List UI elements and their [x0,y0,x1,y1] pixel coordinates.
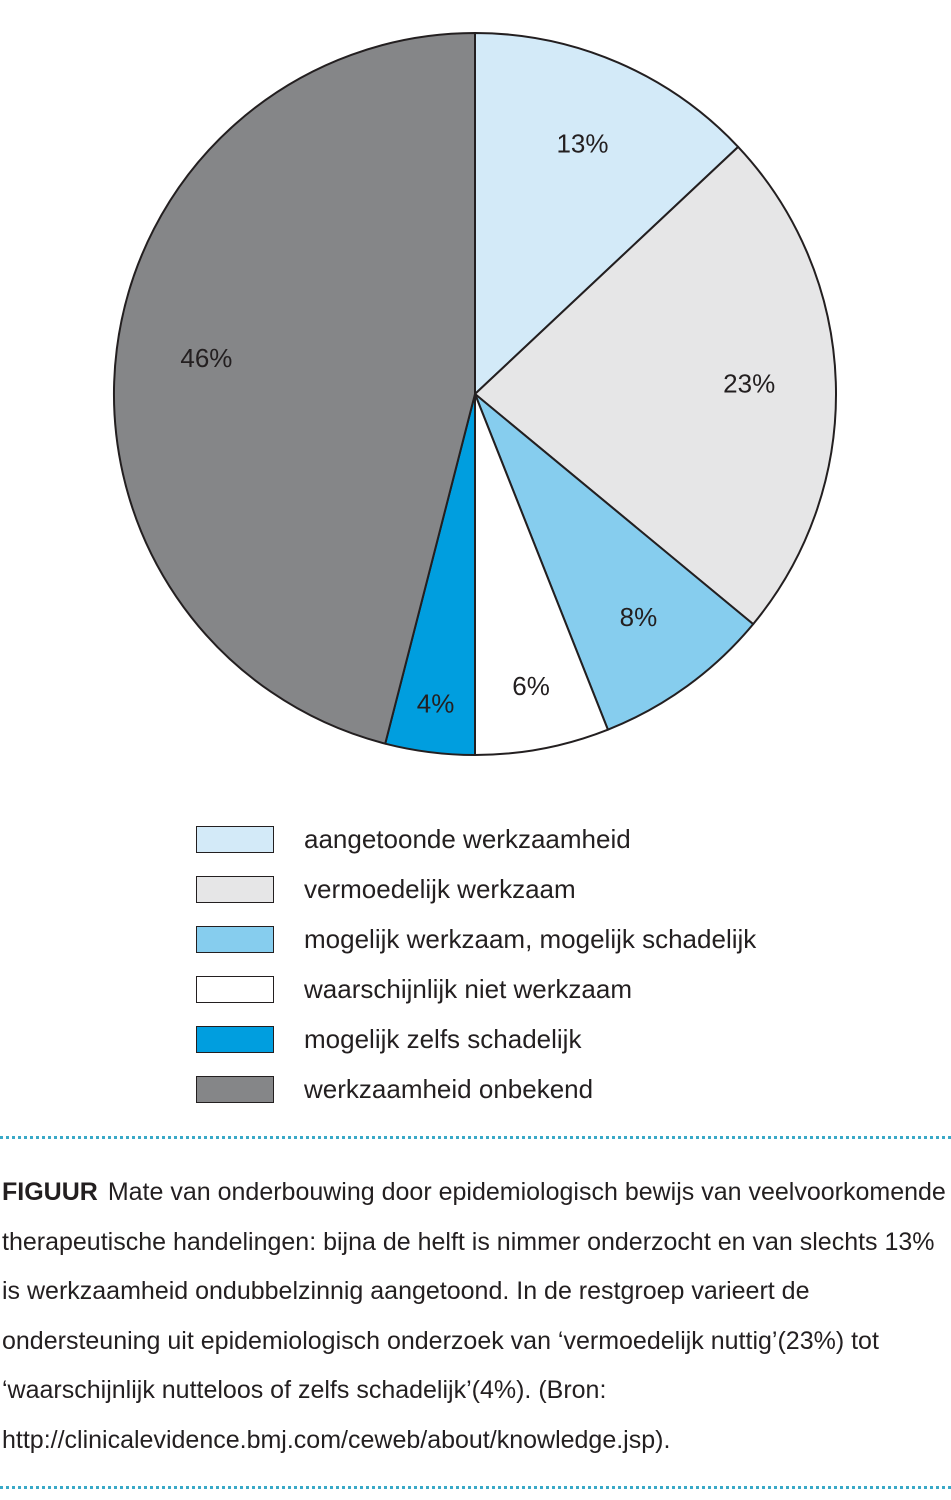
pie-slice-6 [112,32,476,745]
pie-slice-2 [474,145,837,626]
legend-item: mogelijk zelfs schadelijk [196,1014,756,1064]
legend-swatch [196,825,274,853]
top-divider [0,1136,951,1139]
pie-slice-3 [474,393,755,731]
caption-text: Mate van onderbouwing door epidemiologis… [2,1178,946,1454]
legend-label: mogelijk zelfs schadelijk [304,1023,582,1054]
legend-label: aangetoonde werkzaamheid [304,823,631,854]
pie-slice-4 [474,393,609,756]
legend: aangetoonde werkzaamheid vermoedelijk wer… [196,814,756,1114]
pie-slices [112,32,837,756]
legend-item: aangetoonde werkzaamheid [196,814,756,864]
legend-item: werkzaamheid onbekend [196,1064,756,1114]
legend-swatch [196,1025,274,1053]
legend-label: werkzaamheid onbekend [304,1073,594,1104]
legend-item: mogelijk werkzaam, mogelijk schadelijk [196,914,756,964]
pie-slice-1 [474,32,740,395]
legend-swatch [196,1075,274,1103]
legend-label: waarschijnlijk niet werkzaam [304,973,632,1004]
legend-swatch [196,925,274,953]
legend-item: waarschijnlijk niet werkzaam [196,964,756,1014]
legend-item: vermoedelijk werkzaam [196,864,756,914]
legend-swatch [196,875,274,903]
figure-caption: FIGUUR Mate van onderbouwing door epidemi… [2,1168,947,1465]
legend-label: vermoedelijk werkzaam [304,873,576,904]
slice-value-label: 4% [417,688,455,718]
slice-value-label: 13% [556,128,608,158]
slice-value-label: 6% [512,671,550,701]
caption-label: FIGUUR [2,1178,98,1206]
legend-swatch [196,975,274,1003]
slice-value-label: 23% [723,368,775,398]
pie-value-labels: 13% 23% 8% 6% 4% 46% [180,128,775,718]
bottom-divider [0,1486,951,1489]
pie-chart: 13% 23% 8% 6% 4% 46% [112,32,837,756]
slice-value-label: 8% [620,602,658,632]
legend-label: mogelijk werkzaam, mogelijk schadelijk [304,923,757,954]
slice-value-label: 46% [180,343,232,373]
